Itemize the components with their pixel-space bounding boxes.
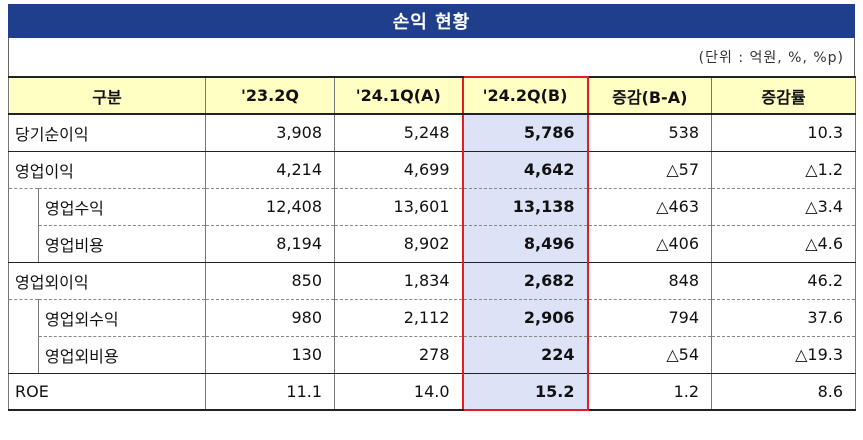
unit-note-row: (단위 : 억원, %, %p) xyxy=(8,38,855,76)
cell-24-2q: 224 xyxy=(461,336,589,374)
row-label: 영업외수익 xyxy=(37,299,207,337)
cell-change: 794 xyxy=(587,299,713,337)
table-row: 영업이익 4,214 4,699 4,642 △57 △1.2 xyxy=(7,151,857,189)
cell-change-rate: △3.4 xyxy=(711,188,857,226)
profit-loss-table: 구분 '23.2Q '24.1Q(A) '24.2Q(B) 증감(B-A) 증감… xyxy=(7,76,857,411)
header-24-2q: '24.2Q(B) xyxy=(461,76,589,115)
table-row: ROE 11.1 14.0 15.2 1.2 8.6 xyxy=(7,373,857,411)
cell-24-1q: 14.0 xyxy=(334,373,464,411)
cell-change-rate: 37.6 xyxy=(711,299,857,337)
cell-change-rate: 8.6 xyxy=(711,373,857,411)
table-row: 당기순이익 3,908 5,248 5,786 538 10.3 xyxy=(7,114,857,152)
row-indent xyxy=(8,299,39,336)
cell-24-2q: 4,642 xyxy=(461,151,589,189)
cell-24-1q: 1,834 xyxy=(334,262,464,300)
table-title: 손익 현황 xyxy=(8,4,855,38)
row-label: 영업이익 xyxy=(7,151,207,189)
unit-note: (단위 : 억원, %, %p) xyxy=(698,50,844,66)
table-row: 영업비용 8,194 8,902 8,496 △406 △4.6 xyxy=(8,225,857,263)
cell-23-2q: 12,408 xyxy=(205,188,336,226)
header-row: 구분 '23.2Q '24.1Q(A) '24.2Q(B) 증감(B-A) 증감… xyxy=(7,76,857,115)
cell-23-2q: 980 xyxy=(205,299,336,337)
cell-24-2q: 5,786 xyxy=(461,114,589,152)
cell-change-rate: 46.2 xyxy=(711,262,857,300)
cell-24-2q: 2,906 xyxy=(461,299,589,337)
cell-23-2q: 4,214 xyxy=(205,151,336,189)
cell-24-1q: 2,112 xyxy=(334,299,464,337)
table-row: 영업외이익 850 1,834 2,682 848 46.2 xyxy=(7,262,857,300)
cell-change: 1.2 xyxy=(587,373,713,411)
cell-24-1q: 8,902 xyxy=(334,225,464,263)
cell-change-rate: △4.6 xyxy=(711,225,857,263)
cell-24-1q: 13,601 xyxy=(334,188,464,226)
table-row: 영업외수익 980 2,112 2,906 794 37.6 xyxy=(8,299,857,337)
cell-23-2q: 130 xyxy=(205,336,336,374)
row-indent xyxy=(8,188,39,225)
header-category: 구분 xyxy=(7,76,207,115)
cell-change: △463 xyxy=(587,188,713,226)
cell-change: △54 xyxy=(587,336,713,374)
header-24-1q: '24.1Q(A) xyxy=(334,76,464,115)
header-change-rate: 증감률 xyxy=(711,76,857,115)
cell-change: △57 xyxy=(587,151,713,189)
cell-change: 848 xyxy=(587,262,713,300)
row-label: 당기순이익 xyxy=(7,114,207,152)
cell-change-rate: △19.3 xyxy=(711,336,857,374)
cell-change: △406 xyxy=(587,225,713,263)
cell-24-2q: 2,682 xyxy=(461,262,589,300)
cell-24-2q: 8,496 xyxy=(461,225,589,263)
cell-24-2q: 15.2 xyxy=(461,373,589,411)
cell-change: 538 xyxy=(587,114,713,152)
table-row: 영업수익 12,408 13,601 13,138 △463 △3.4 xyxy=(8,188,857,226)
cell-24-1q: 4,699 xyxy=(334,151,464,189)
row-label: 영업외이익 xyxy=(7,262,207,300)
row-label: 영업수익 xyxy=(37,188,207,226)
row-indent xyxy=(8,225,39,263)
cell-23-2q: 3,908 xyxy=(205,114,336,152)
cell-23-2q: 850 xyxy=(205,262,336,300)
row-indent xyxy=(8,336,39,374)
row-label: ROE xyxy=(7,373,207,411)
cell-change-rate: △1.2 xyxy=(711,151,857,189)
cell-24-1q: 5,248 xyxy=(334,114,464,152)
cell-change-rate: 10.3 xyxy=(711,114,857,152)
header-23-2q: '23.2Q xyxy=(205,76,336,115)
cell-23-2q: 8,194 xyxy=(205,225,336,263)
profit-loss-table-panel: 손익 현황 (단위 : 억원, %, %p) 구분 '23.2Q '24.1Q(… xyxy=(7,4,857,433)
header-change: 증감(B-A) xyxy=(587,76,713,115)
cell-23-2q: 11.1 xyxy=(205,373,336,411)
row-label: 영업비용 xyxy=(37,225,207,263)
table-row: 영업외비용 130 278 224 △54 △19.3 xyxy=(8,336,857,374)
cell-24-2q: 13,138 xyxy=(461,188,589,226)
cell-24-1q: 278 xyxy=(334,336,464,374)
row-label: 영업외비용 xyxy=(37,336,207,374)
